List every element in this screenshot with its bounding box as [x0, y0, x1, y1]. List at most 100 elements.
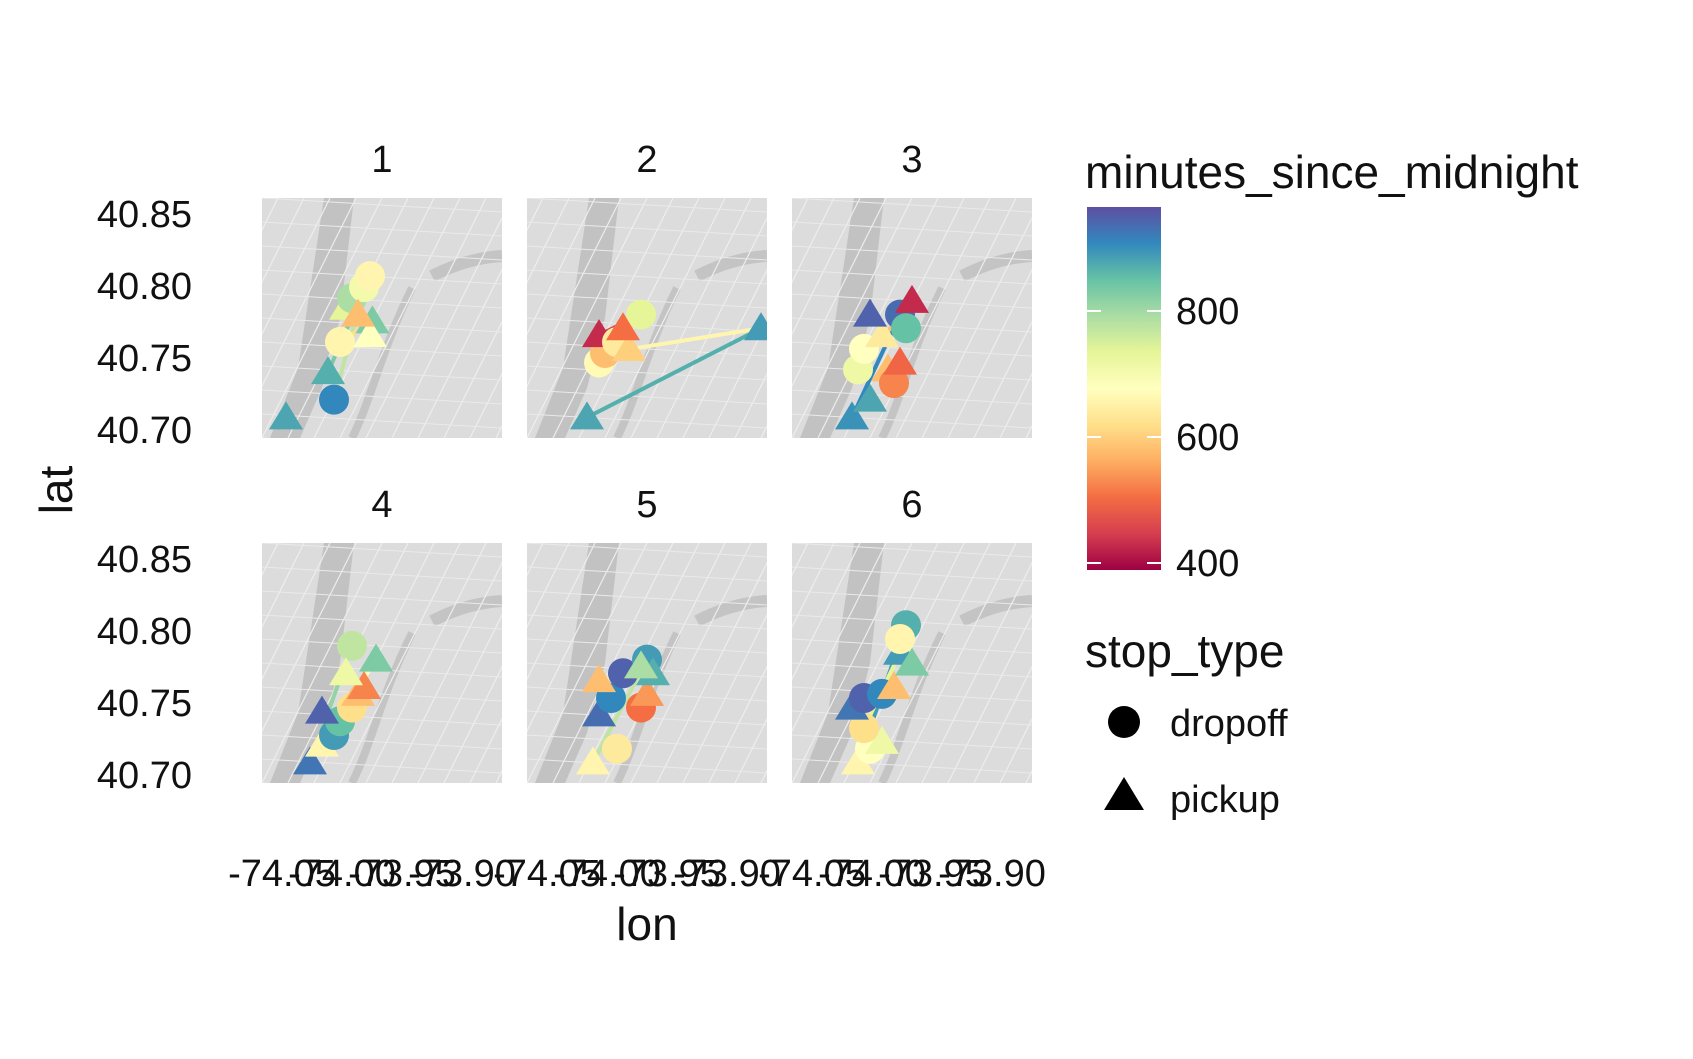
facet-panels	[262, 198, 1032, 821]
map-street	[792, 734, 1032, 750]
facet-panel	[527, 198, 767, 438]
pickup-point	[835, 401, 869, 430]
x-axis-title: lon	[616, 898, 677, 950]
map-street	[262, 221, 502, 237]
map-street	[947, 268, 1032, 438]
map-street	[262, 543, 357, 733]
map-street	[527, 198, 622, 388]
color-legend-label: 800	[1176, 291, 1239, 333]
dropoff-point	[355, 261, 385, 292]
dropoff-point	[891, 313, 921, 344]
map-street	[999, 372, 1032, 438]
pickup-point	[895, 647, 929, 676]
map-street	[792, 198, 913, 438]
map-street	[527, 590, 767, 606]
map-street	[792, 590, 1032, 606]
map-street	[262, 782, 271, 783]
y-tick-label: 40.75	[97, 338, 192, 380]
map-street	[469, 717, 502, 783]
river-shape	[348, 631, 416, 783]
map-street	[339, 543, 461, 783]
map-street	[262, 590, 502, 606]
map-street	[708, 320, 767, 438]
map-street	[921, 561, 1032, 783]
map-street	[527, 543, 570, 629]
x-tick-label: -73.90	[938, 853, 1046, 895]
color-legend-label: 600	[1176, 417, 1239, 459]
x-tick-label: -74.00	[818, 853, 926, 895]
x-tick-label: -74.00	[288, 853, 396, 895]
map-street	[262, 293, 502, 309]
map-street	[708, 665, 767, 783]
map-street	[973, 320, 1032, 438]
map-street	[262, 413, 502, 429]
map-street	[443, 320, 502, 438]
map-street	[656, 561, 767, 783]
map-street	[365, 198, 487, 438]
map-street	[792, 543, 835, 629]
y-axis-title: lat	[30, 465, 82, 514]
map-street	[527, 221, 767, 237]
map-street	[262, 365, 502, 381]
pickup-point	[624, 650, 658, 679]
map-street	[817, 543, 939, 783]
map-street	[869, 198, 991, 438]
map-street	[262, 807, 502, 821]
map-street	[527, 269, 767, 285]
map-street	[792, 543, 1032, 558]
map-street	[527, 543, 767, 558]
map-street	[262, 614, 502, 630]
map-street	[262, 198, 357, 388]
map-street	[262, 341, 502, 357]
legend-pickup-triangle	[1104, 777, 1144, 810]
map-street	[527, 198, 648, 438]
map-street	[527, 413, 767, 429]
river-shape	[800, 198, 884, 438]
map-street	[262, 437, 271, 438]
x-tick-label: -74.05	[758, 853, 866, 895]
facet-panel	[792, 198, 1032, 438]
map-street	[262, 734, 502, 750]
map-street	[792, 269, 1032, 285]
map-street	[792, 710, 1032, 726]
pickup-point	[570, 401, 604, 430]
map-street	[999, 717, 1032, 783]
map-street	[527, 807, 767, 821]
map-street	[527, 198, 767, 213]
pickup-point	[347, 671, 381, 699]
pickup-point	[895, 284, 929, 313]
map-street	[527, 245, 767, 261]
map-street	[527, 758, 767, 774]
pickup-point	[883, 346, 917, 375]
map-street	[262, 710, 502, 726]
pickup-point	[582, 698, 616, 727]
dropoff-point	[337, 630, 367, 661]
color-legend-label: 400	[1176, 543, 1239, 585]
map-street	[262, 686, 502, 702]
pickup-point	[353, 319, 387, 348]
river-shape	[613, 286, 681, 438]
data-layer	[835, 284, 929, 430]
x-tick-label: -74.00	[553, 853, 661, 895]
pickup-point	[865, 319, 899, 348]
x-tick-label: -73.95	[613, 853, 721, 895]
river-shape	[348, 286, 416, 438]
map-street	[792, 389, 1032, 405]
pickup-point	[582, 664, 616, 693]
map-street	[262, 566, 502, 582]
facet-strip-1: 1	[371, 139, 392, 181]
map-street	[734, 372, 767, 438]
dropoff-point	[849, 713, 879, 744]
map-street	[262, 198, 383, 438]
map-street	[552, 198, 674, 438]
data-layer	[570, 299, 767, 430]
map-street	[527, 614, 767, 630]
pickup-point	[853, 383, 887, 412]
map-street	[527, 437, 536, 438]
y-tick-label: 40.75	[97, 683, 192, 725]
pickup-point	[612, 332, 646, 361]
map-street	[262, 245, 502, 261]
map-street	[630, 198, 752, 438]
map-street	[527, 543, 622, 733]
